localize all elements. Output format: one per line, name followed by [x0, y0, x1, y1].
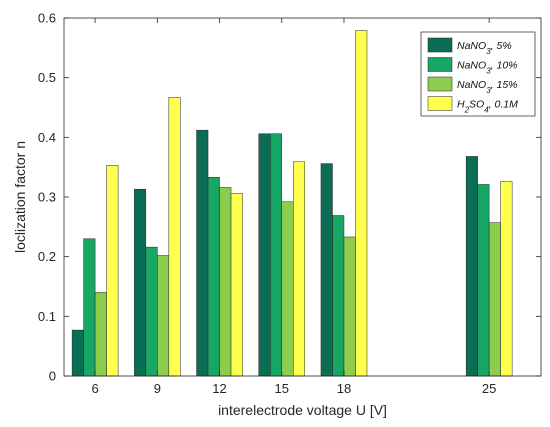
bar-3-18	[343, 236, 356, 377]
bar-4-18	[355, 30, 368, 377]
legend-swatch-1	[427, 37, 453, 53]
x-axis-ticks: 6 9 12 15 18 25	[91, 18, 496, 396]
bar-4-12	[230, 193, 243, 377]
x-tick-label: 9	[154, 381, 161, 396]
bar-1-18	[320, 163, 333, 377]
legend-label-2: NaNO3, 10%	[457, 60, 518, 76]
bar-3-15	[281, 201, 294, 377]
y-tick-label: 0.4	[38, 130, 56, 145]
bar-4-9	[168, 97, 181, 377]
y-tick-label: 0.6	[38, 11, 56, 26]
bar-3-12	[219, 187, 232, 377]
x-tick-label: 12	[212, 381, 226, 396]
bar-4-6	[106, 165, 119, 377]
legend-label-1: NaNO3, 5%	[457, 40, 512, 56]
bar-4-25	[500, 181, 513, 377]
bar-1-6	[71, 329, 84, 377]
bar-2-18	[332, 215, 345, 377]
y-tick-label: 0.5	[38, 70, 56, 85]
bar-2-6	[83, 238, 96, 377]
y-tick-label: 0.2	[38, 249, 56, 264]
y-axis-label: loclization factor n	[12, 141, 28, 253]
bar-3-6	[94, 292, 107, 377]
y-tick-label: 0.3	[38, 190, 56, 205]
plot-frame	[63, 17, 542, 377]
legend-swatch-4	[427, 96, 453, 111]
bar-1-12	[196, 129, 209, 377]
legend-swatch-3	[427, 76, 453, 92]
bar-1-25	[465, 156, 478, 377]
bar-3-25	[488, 222, 501, 377]
x-tick-label: 18	[337, 381, 351, 396]
bar-2-25	[477, 184, 490, 377]
x-tick-label: 6	[91, 381, 98, 396]
x-tick-label: 15	[275, 381, 289, 396]
y-axis-ticks: 0 0.1 0.2 0.3 0.4 0.5 0.6	[38, 11, 541, 384]
bar-2-9	[145, 246, 158, 377]
bar-1-9	[134, 188, 147, 377]
y-tick-label: 0	[49, 369, 56, 384]
legend-label-3: NaNO3, 15%	[457, 79, 518, 95]
y-tick-label: 0.1	[38, 309, 56, 324]
bar-1-15	[258, 133, 271, 377]
x-tick-label: 25	[482, 381, 496, 396]
bar-3-9	[157, 255, 170, 377]
bar-4-15	[293, 161, 306, 377]
legend: NaNO3, 5% NaNO3, 10% NaNO3, 15% H2SO4, 0.1M	[420, 31, 536, 117]
x-axis-label: interelectrode voltage U [V]	[218, 402, 387, 418]
legend-swatch-2	[427, 57, 453, 72]
bar-2-15	[270, 133, 283, 377]
legend-label-4: H2SO4, 0.1M	[457, 99, 518, 115]
bar-2-12	[207, 177, 220, 377]
